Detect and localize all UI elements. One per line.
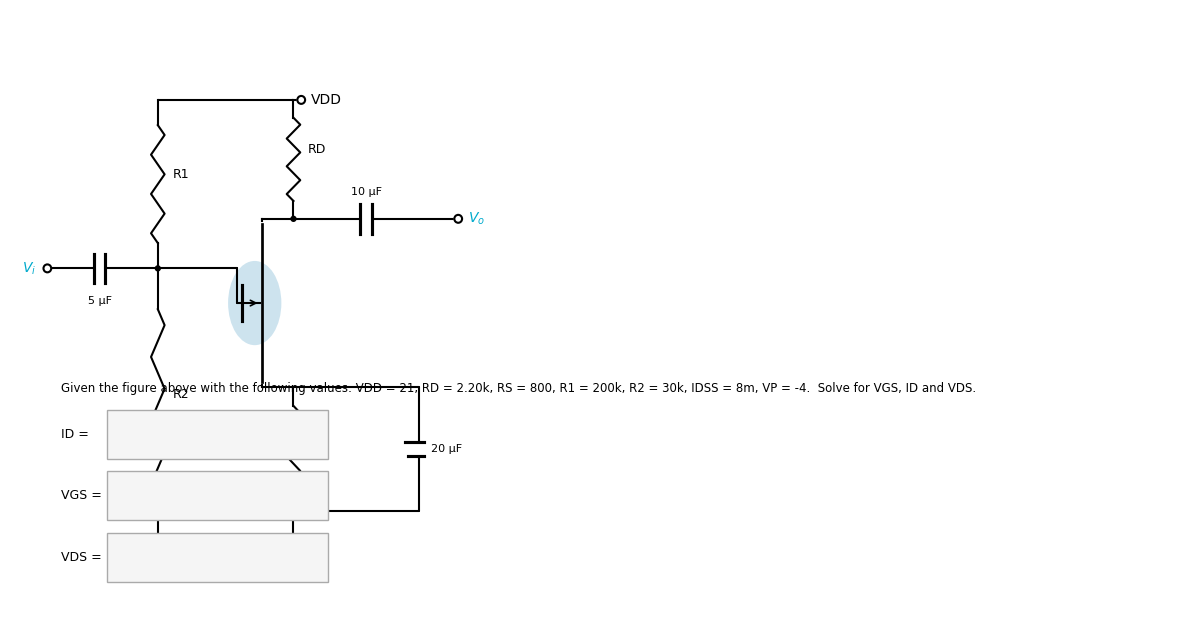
Text: ID =: ID = xyxy=(61,428,89,441)
Ellipse shape xyxy=(228,261,281,345)
Text: R2: R2 xyxy=(173,388,188,401)
Text: $V_o$: $V_o$ xyxy=(468,211,485,227)
Text: $V_i$: $V_i$ xyxy=(22,260,36,277)
Circle shape xyxy=(298,96,305,104)
Text: 20 μF: 20 μF xyxy=(431,444,462,454)
Text: RD: RD xyxy=(308,143,326,156)
Text: RS: RS xyxy=(308,438,325,451)
Text: VDS =: VDS = xyxy=(61,551,102,564)
Text: Given the figure above with the following values: VDD = 21, RD = 2.20k, RS = 800: Given the figure above with the followin… xyxy=(61,383,976,396)
Text: R1: R1 xyxy=(173,167,188,180)
Circle shape xyxy=(155,266,161,271)
FancyBboxPatch shape xyxy=(108,410,329,459)
Text: VGS =: VGS = xyxy=(61,489,102,502)
Circle shape xyxy=(43,265,52,273)
Text: 5 μF: 5 μF xyxy=(88,296,112,306)
FancyBboxPatch shape xyxy=(108,533,329,582)
Circle shape xyxy=(455,215,462,222)
Text: 10 μF: 10 μF xyxy=(350,187,382,197)
Text: VDD: VDD xyxy=(311,93,342,107)
Circle shape xyxy=(292,216,296,221)
FancyBboxPatch shape xyxy=(108,472,329,520)
